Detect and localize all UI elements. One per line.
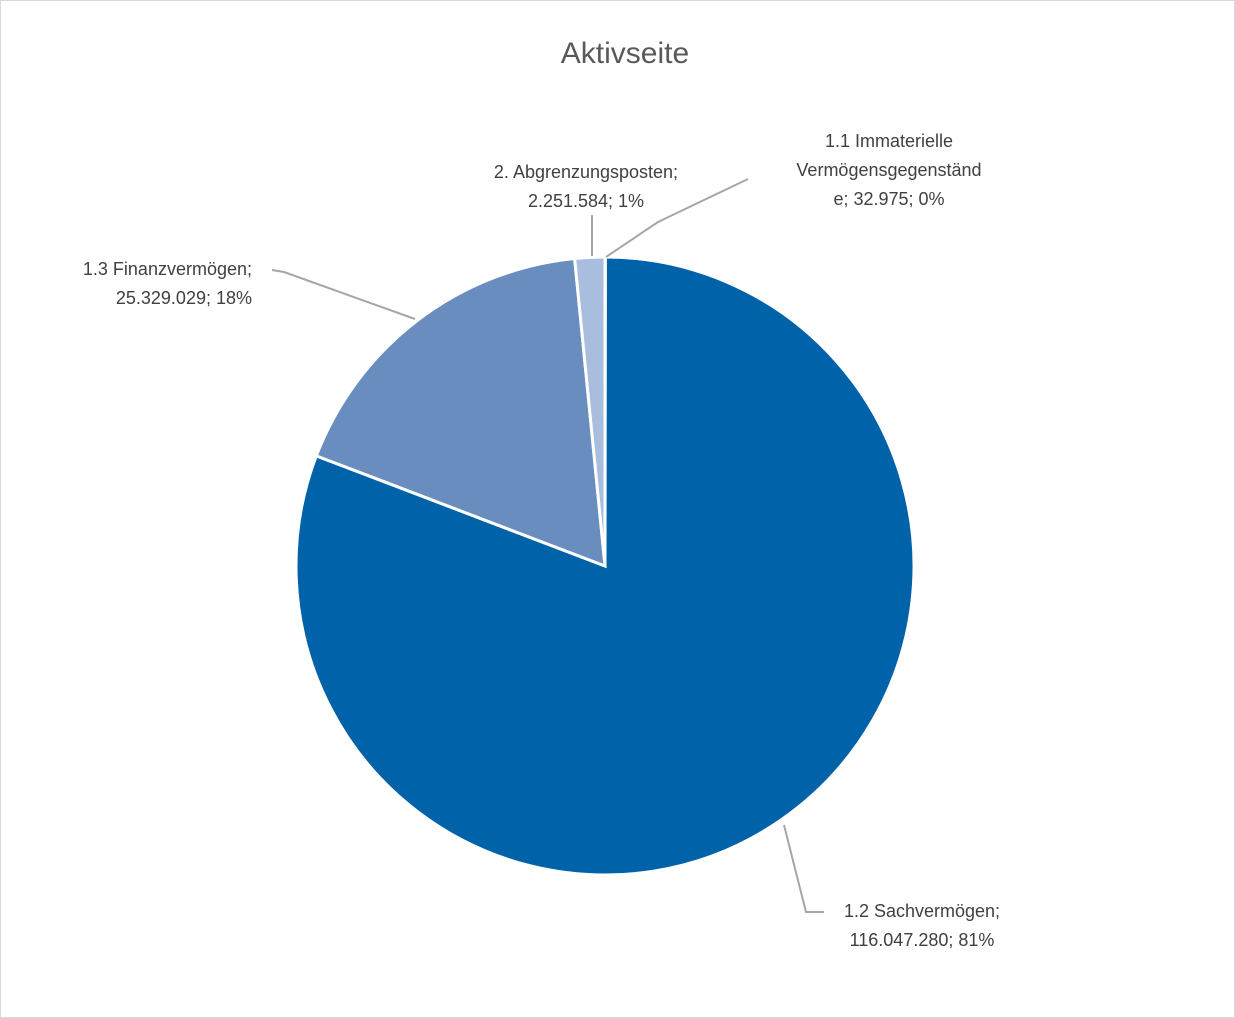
pie-slice — [572, 255, 607, 567]
data-label-line: 25.329.029; 18% — [116, 288, 252, 308]
leader-line — [271, 269, 416, 320]
data-label-line: 1.1 Immaterielle — [825, 131, 953, 151]
data-label-line: 2.251.584; 1% — [528, 191, 644, 211]
data-label: 1.2 Sachvermögen; 116.047.280; 81% — [844, 901, 1000, 950]
data-label: 2. Abgrenzungsposten; 2.251.584; 1% — [494, 162, 678, 211]
leader-line — [783, 824, 824, 913]
data-label: 1.1 Immaterielle Vermögensgegenständ e; 32… — [796, 131, 981, 209]
data-label-line: 2. Abgrenzungsposten; — [494, 162, 678, 182]
leader-lines — [271, 178, 824, 913]
data-label-line: Vermögensgegenständ — [796, 160, 981, 180]
data-label-line: e; 32.975; 0% — [833, 189, 944, 209]
data-label-line: 1.2 Sachvermögen; — [844, 901, 1000, 921]
chart-title: Aktivseite — [561, 37, 689, 70]
leader-line — [605, 178, 749, 258]
pie-slices — [294, 255, 916, 877]
data-label: 1.3 Finanzvermögen; 25.329.029; 18% — [83, 259, 252, 308]
pie-slice — [314, 256, 607, 569]
data-labels: 1.1 Immaterielle Vermögensgegenständ e; 32… — [83, 131, 1000, 950]
data-label-line: 1.3 Finanzvermögen; — [83, 259, 252, 279]
data-label-line: 116.047.280; 81% — [850, 930, 995, 950]
